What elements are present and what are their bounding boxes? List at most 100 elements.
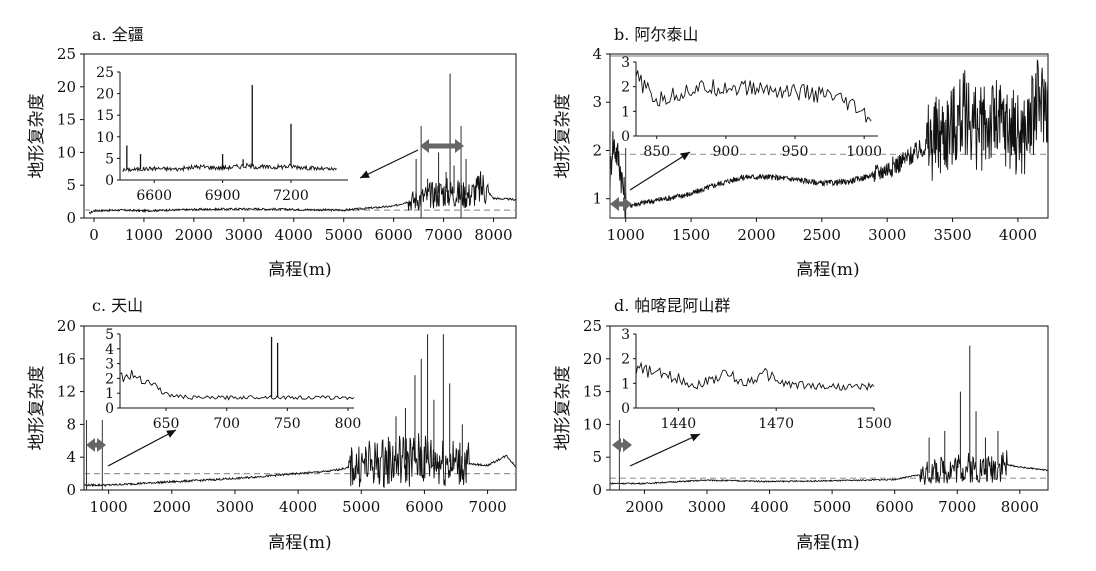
x-tick-label: 5000: [325, 226, 363, 244]
x-tick-label: 7000: [468, 498, 506, 516]
x-tick-label: 2000: [737, 226, 775, 244]
range-arrow-head: [612, 438, 621, 452]
inset-y-tick-label: 0: [105, 401, 114, 417]
x-tick-label: 4000: [999, 226, 1037, 244]
inset-series-line: [122, 162, 337, 173]
inset-y-tick-label: 3: [621, 327, 630, 343]
series-line: [84, 433, 516, 489]
pointer-arrow: [359, 149, 419, 179]
inset-x-tick-label: 800: [335, 416, 362, 432]
inset-y-tick-label: 2: [621, 352, 630, 368]
inset-x-tick-label: 650: [153, 416, 180, 432]
y-tick-label: 2: [592, 141, 602, 159]
range-arrow-head: [86, 438, 95, 452]
y-tick-label: 15: [583, 383, 602, 401]
x-tick-label: 8000: [474, 226, 512, 244]
series-line: [610, 59, 1048, 218]
x-tick-label: 6000: [375, 226, 413, 244]
range-arrow-head: [97, 438, 106, 452]
y-tick-label: 12: [57, 383, 76, 401]
inset-y-tick-label: 1: [621, 376, 630, 392]
inset-b: 0 1 2 3 850 900 950 1000: [621, 55, 882, 160]
y-tick-label: 25: [583, 317, 602, 335]
x-tick-label: 4000: [279, 498, 317, 516]
plot-frame: [609, 53, 1049, 219]
x-tick-label: 7000: [424, 226, 462, 244]
inset-x-tick-label: 900: [713, 144, 740, 160]
x-tick-label: 8000: [1001, 498, 1039, 516]
x-tick-label: 3500: [933, 226, 971, 244]
inset-series-line: [635, 361, 875, 392]
inset-y-tick-label: 0: [105, 173, 114, 189]
y-tick-label: 5: [592, 448, 602, 466]
x-tick-label: 6000: [876, 498, 914, 516]
y-tick-label: 4: [592, 45, 602, 63]
panel-b: b. 阿尔泰山 1000 1500 2000 2500 3000 3500 4000 1 2 3 4 高…: [553, 25, 1049, 280]
inset-a: 0 5 10 15 20 25 6600 6900 7200: [96, 65, 348, 204]
x-tick-label: 6000: [405, 498, 443, 516]
x-tick-label: 1500: [672, 226, 710, 244]
inset-y-tick-label: 5: [105, 327, 114, 343]
x-tick-label: 4000: [750, 498, 788, 516]
y-axis-label: 地形复杂度: [27, 366, 47, 451]
range-arrow-head: [623, 438, 632, 452]
panel-a: a. 全疆 0 1000 2000 3000 4000 5000 6000 7000 8000 0 5…: [27, 25, 517, 280]
x-axis-label: 高程(m): [796, 260, 859, 280]
plot-frame: [83, 53, 517, 219]
pointer-arrow-head: [360, 170, 370, 178]
y-tick-label: 20: [57, 78, 76, 96]
y-tick-label: 25: [57, 45, 76, 63]
inset-x-tick-label: 850: [643, 144, 670, 160]
y-tick-label: 20: [583, 350, 602, 368]
inset-x-tick-label: 1500: [856, 416, 892, 432]
inset-y-tick-label: 15: [96, 108, 114, 124]
inset-y-tick-label: 25: [96, 65, 114, 81]
x-tick-label: 4000: [275, 226, 313, 244]
x-tick-label: 0: [89, 226, 99, 244]
inset-series-line: [635, 70, 872, 123]
y-tick-label: 15: [57, 111, 76, 129]
inset-x-tick-label: 7200: [273, 188, 309, 204]
y-axis-label: 地形复杂度: [553, 94, 573, 179]
inset-x-tick-label: 1470: [758, 416, 794, 432]
x-tick-label: 3000: [216, 498, 254, 516]
y-tick-label: 3: [592, 93, 602, 111]
inset-x-tick-label: 750: [274, 416, 301, 432]
inset-y-tick-label: 2: [105, 371, 114, 387]
inset-y-tick-label: 3: [105, 357, 114, 373]
x-axis-label: 高程(m): [268, 260, 331, 280]
inset-x-tick-label: 6600: [136, 188, 172, 204]
inset-y-tick-label: 20: [96, 87, 114, 103]
inset-y-tick-label: 10: [96, 130, 114, 146]
pointer-arrow: [107, 429, 177, 467]
y-tick-label: 16: [57, 350, 76, 368]
x-tick-label: 7000: [938, 498, 976, 516]
y-tick-label: 8: [66, 415, 76, 433]
x-tick-label: 2000: [625, 498, 663, 516]
x-tick-label: 1000: [90, 498, 128, 516]
inset-y-tick-label: 3: [621, 55, 630, 71]
panel-title: c. 天山: [92, 296, 143, 315]
x-tick-label: 3000: [225, 226, 263, 244]
inset-y-tick-label: 0: [621, 401, 630, 417]
x-tick-label: 5000: [342, 498, 380, 516]
inset-x-tick-label: 700: [213, 416, 240, 432]
plot-frame: [83, 325, 517, 491]
inset-series-line: [119, 369, 355, 401]
y-tick-label: 1: [592, 190, 602, 208]
x-tick-label: 2000: [175, 226, 213, 244]
inset-d: 0 1 2 3 1440 1470 1500: [621, 327, 892, 432]
y-axis-label: 地形复杂度: [27, 94, 47, 179]
y-tick-label: 0: [66, 481, 76, 499]
y-axis-label: 地形复杂度: [553, 366, 573, 451]
panel-title: d. 帕喀昆阿山群: [614, 296, 730, 315]
range-arrow-head: [455, 139, 464, 153]
pointer-arrow: [629, 433, 701, 467]
range-arrow-head: [610, 197, 619, 211]
inset-x-tick-label: 1000: [846, 144, 882, 160]
inset-y-tick-label: 4: [105, 342, 114, 358]
inset-x-tick-label: 6900: [205, 188, 241, 204]
x-tick-label: 1000: [607, 226, 645, 244]
series-line: [610, 450, 1048, 485]
